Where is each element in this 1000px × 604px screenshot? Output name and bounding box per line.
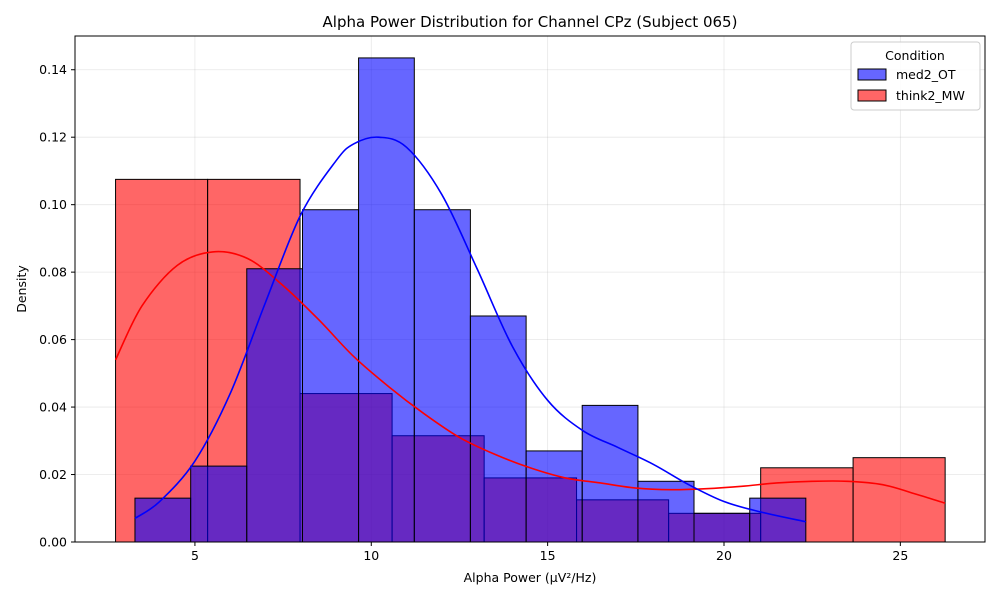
y-tick-label: 0.04 [39,400,67,415]
histogram-bars [115,57,946,543]
y-tick-label: 0.06 [39,332,67,347]
legend-label-think2_MW: think2_MW [896,88,965,103]
histogram-bar [190,465,248,543]
plot-frame [74,35,986,543]
legend: Condition med2_OT think2_MW [850,41,981,111]
y-axis-ticks: 0.00 0.02 0.04 0.06 0.08 0.10 0.12 0.14 [39,62,75,550]
histogram-bar [358,57,415,543]
y-tick-label: 0.02 [39,467,67,482]
x-axis-label: Alpha Power (µV²/Hz) [464,570,597,585]
legend-title: Condition [885,48,945,63]
histogram-bar [525,450,583,543]
histogram-bar [581,404,639,543]
x-tick-label: 25 [892,548,908,563]
kde-lines [114,136,946,523]
y-tick-label: 0.14 [39,62,67,77]
histogram-bar [413,209,471,543]
histogram-bar [469,315,527,543]
x-tick-label: 5 [191,548,199,563]
x-tick-label: 15 [540,548,556,563]
kde-line-1 [134,136,806,523]
y-tick-label: 0.12 [39,130,67,145]
x-tick-label: 20 [716,548,732,563]
chart-title: Alpha Power Distribution for Channel CPz… [323,13,738,31]
y-axis-label: Density [14,265,29,313]
histogram-bar [302,209,360,543]
legend-label-med2_OT: med2_OT [896,67,956,82]
legend-swatch-med2_OT [857,68,887,81]
histogram-bar [693,512,751,543]
histogram-bar [637,480,695,543]
histogram-bar [134,497,192,543]
histogram-bar [246,268,303,543]
y-tick-label: 0.10 [39,197,67,212]
x-tick-label: 10 [363,548,379,563]
kde-line-0 [114,250,946,504]
legend-entries: med2_OT think2_MW [857,67,965,103]
x-axis-ticks: 5 10 15 20 25 [191,542,908,563]
y-tick-label: 0.00 [39,535,67,550]
histogram-bar [852,457,946,543]
y-tick-label: 0.08 [39,265,67,280]
legend-swatch-think2_MW [857,89,887,102]
